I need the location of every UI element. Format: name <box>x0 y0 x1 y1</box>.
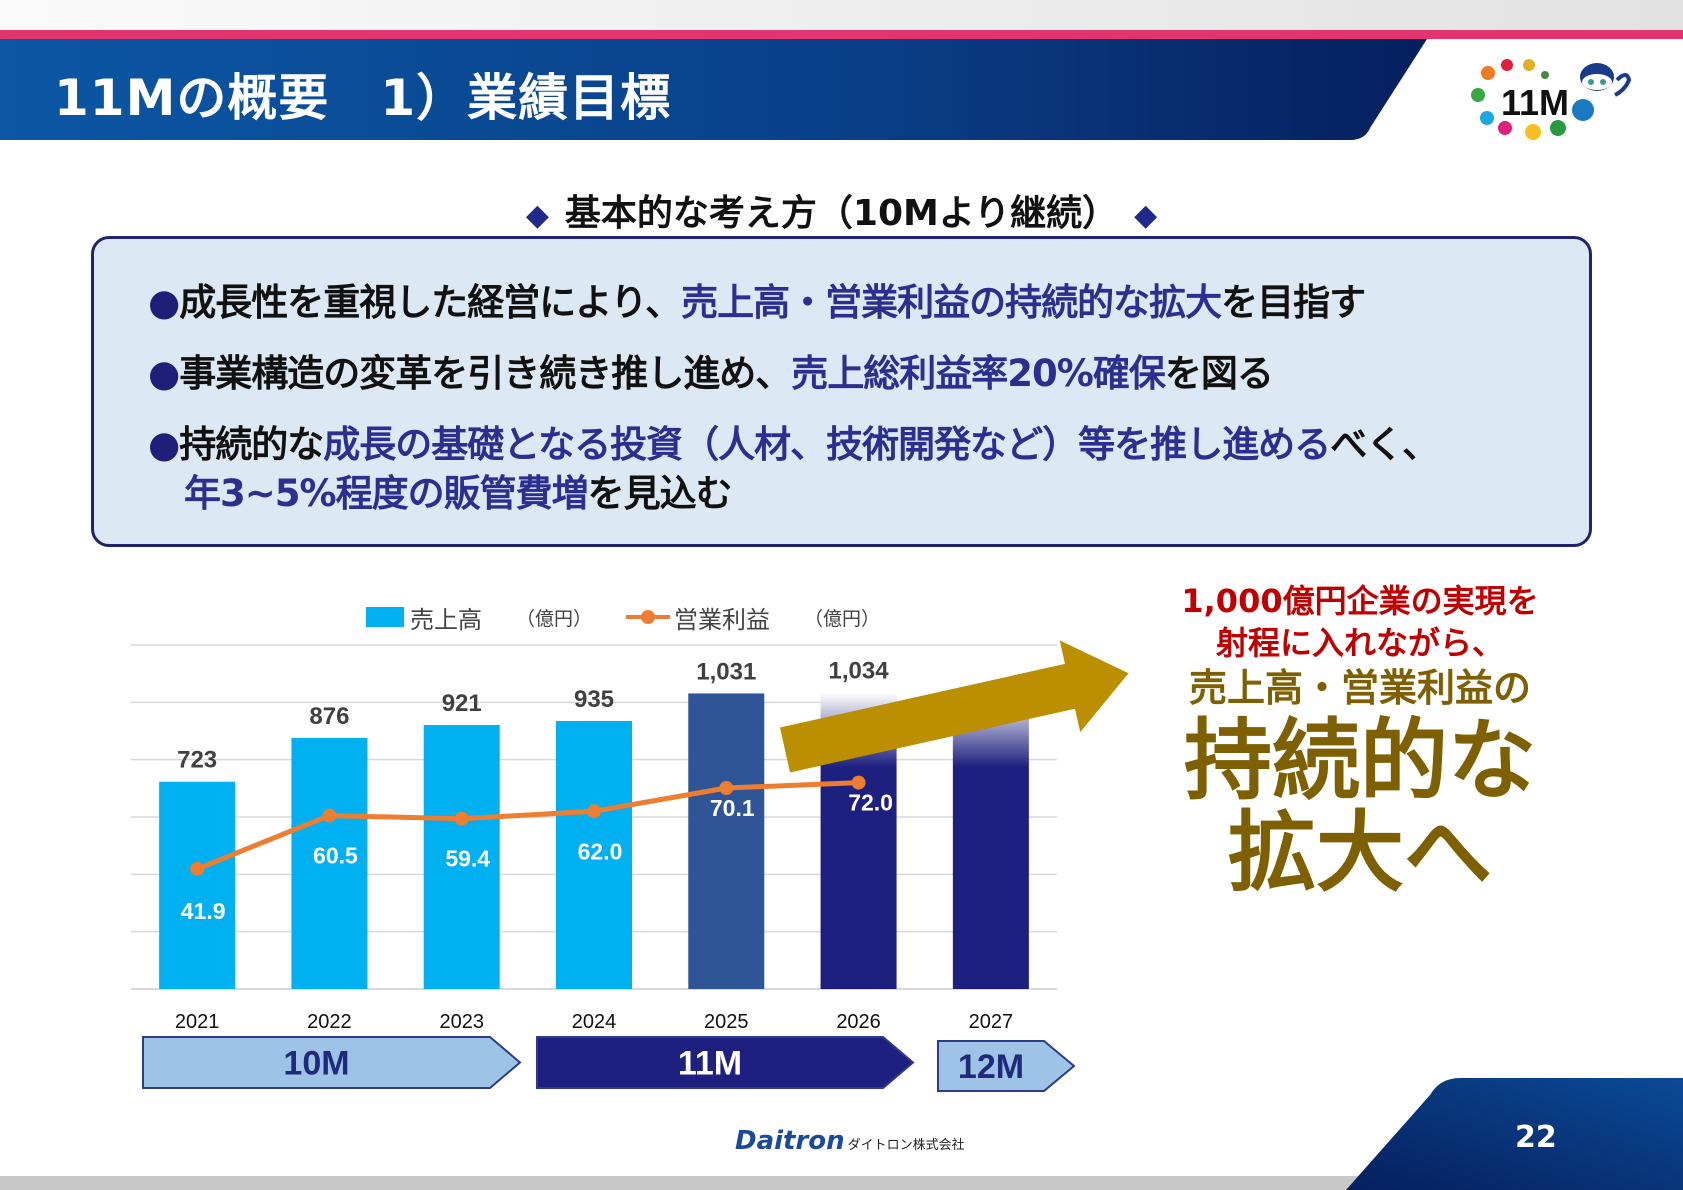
operating-profit-point <box>719 781 734 796</box>
growth-arrow <box>779 640 1129 773</box>
x-tick-label: 2022 <box>307 1011 352 1033</box>
bullet-item: ●成長性を重視した経営により、売上高・営業利益の持続的な拡大を目指す <box>148 272 1366 326</box>
message-line: 拡大へ <box>1227 801 1492 904</box>
sales-value-label: 1,034 <box>829 658 890 685</box>
bullet-text: を図る <box>1164 352 1274 395</box>
11m-logo-graphic: 11M <box>1471 59 1632 140</box>
footer-band <box>1346 1078 1683 1190</box>
bullet-item-continuation: 年3~5%程度の販管費増を見込む <box>184 463 733 517</box>
message-line: 射程に入れながら、 <box>1215 624 1504 662</box>
message-line: 持続的な <box>1183 709 1536 812</box>
concept-heading: ◆ 基本的な考え方（10Mより継続） ◆ <box>0 184 1683 236</box>
operating-profit-label: 60.5 <box>313 843 358 869</box>
company-logo-mark: Daitron <box>735 1126 845 1156</box>
top-gradient-band <box>0 0 1683 30</box>
operating-profit-point <box>454 811 469 826</box>
x-tick-label: 2024 <box>572 1011 617 1033</box>
legend-unit-operating-profit: （億円） <box>804 607 881 630</box>
bullet-text: べく、 <box>1330 423 1439 466</box>
legend-label-operating-profit: 営業利益 <box>674 605 771 634</box>
diamond-icon: ◆ <box>525 198 549 233</box>
sales-value-label: 935 <box>574 686 614 713</box>
page-number: 22 <box>1515 1120 1557 1155</box>
bullet-emphasis: 年3~5%程度の販管費増 <box>184 472 589 515</box>
company-name: ダイトロン株式会社 <box>847 1138 965 1153</box>
page-title: 11Mの概要 1）業績目標 <box>54 69 672 127</box>
x-tick-label: 2026 <box>836 1011 881 1033</box>
bullet-text: を目指す <box>1221 281 1366 324</box>
footer-gray-strip <box>0 1176 1683 1190</box>
phase-label: 11M <box>678 1045 742 1083</box>
concept-heading-text: 基本的な考え方（10Mより継続） <box>564 193 1119 234</box>
legend-swatch-sales <box>366 607 404 627</box>
bullet-icon: ● <box>148 352 180 395</box>
legend-unit-sales: （億円） <box>516 607 593 630</box>
phase-arrow-12M <box>937 1040 1076 1092</box>
operating-profit-point <box>851 775 866 790</box>
bullet-text: 持続的な <box>179 423 324 466</box>
bullet-text: を見込む <box>587 472 733 515</box>
company-logo: Daitron ダイトロン株式会社 <box>735 1126 965 1156</box>
operating-profit-label: 72.0 <box>848 790 893 816</box>
bar-2023 <box>423 724 500 989</box>
operating-profit-point <box>322 808 337 823</box>
bar-2024 <box>556 720 632 989</box>
operating-profit-point <box>587 804 601 819</box>
bullet-text: 成長性を重視した経営により、 <box>179 281 682 324</box>
operating-profit-label: 59.4 <box>445 846 490 872</box>
operating-profit-label: 62.0 <box>578 838 623 864</box>
sales-value-label: 876 <box>309 703 349 730</box>
bar-2025 <box>688 693 765 989</box>
sales-value-label: 1,031 <box>696 658 756 685</box>
sales-value-label: 723 <box>177 747 217 774</box>
operating-profit-point <box>190 861 205 876</box>
bullet-icon: ● <box>148 423 180 466</box>
growth-arrow-icon <box>779 640 1129 773</box>
phase-label: 12M <box>958 1048 1024 1086</box>
logo-text: 11M <box>1501 82 1569 123</box>
operating-profit-label: 70.1 <box>710 795 755 821</box>
concept-box <box>91 236 1592 547</box>
phase-arrow-10M <box>142 1036 522 1089</box>
x-tick-label: 2027 <box>969 1011 1014 1033</box>
bullet-item: ●持続的な成長の基礎となる投資（人材、技術開発など）等を推し進めるべく、 <box>148 414 1439 468</box>
bullet-text: 事業構造の変革を引き続き推し進め、 <box>179 352 792 395</box>
bullet-item: ●事業構造の変革を引き続き推し進め、売上総利益率20%確保を図る <box>148 343 1274 397</box>
legend-label-sales: 売上高 <box>410 605 482 634</box>
operating-profit-line <box>196 780 859 872</box>
message-line: 1,000億円企業の実現を <box>1181 582 1539 620</box>
bar-2027 <box>952 692 1029 989</box>
operating-profit-label: 41.9 <box>181 898 226 924</box>
header-band <box>0 39 1427 140</box>
x-tick-label: 2021 <box>175 1011 220 1033</box>
x-tick-label: 2023 <box>439 1011 484 1033</box>
growth-message: 1,000億円企業の実現を 射程に入れながら、 売上高・営業利益の 持続的な 拡… <box>1150 585 1570 897</box>
x-tick-label: 2025 <box>704 1011 749 1033</box>
bar-2021 <box>159 781 236 989</box>
diamond-icon: ◆ <box>1134 198 1158 233</box>
accent-stripe <box>0 30 1683 39</box>
11m-logo: 11M <box>1465 50 1645 150</box>
bullet-emphasis: 売上高・営業利益の持続的な拡大 <box>681 281 1222 324</box>
bullet-icon: ● <box>148 281 180 324</box>
phase-label: 10M <box>283 1045 349 1083</box>
bullet-emphasis: 成長の基礎となる投資（人材、技術開発など）等を推し進める <box>323 423 1331 466</box>
phase-arrow-11M <box>536 1036 915 1089</box>
sales-value-label: 921 <box>442 690 482 717</box>
message-line: 売上高・営業利益の <box>1188 666 1531 710</box>
chart-legend: 売上高 （億円） 営業利益 （億円） <box>366 602 914 634</box>
bar-2022 <box>291 737 368 989</box>
legend-swatch-operating-profit <box>626 610 671 624</box>
bullet-emphasis: 売上総利益率20%確保 <box>791 352 1166 395</box>
